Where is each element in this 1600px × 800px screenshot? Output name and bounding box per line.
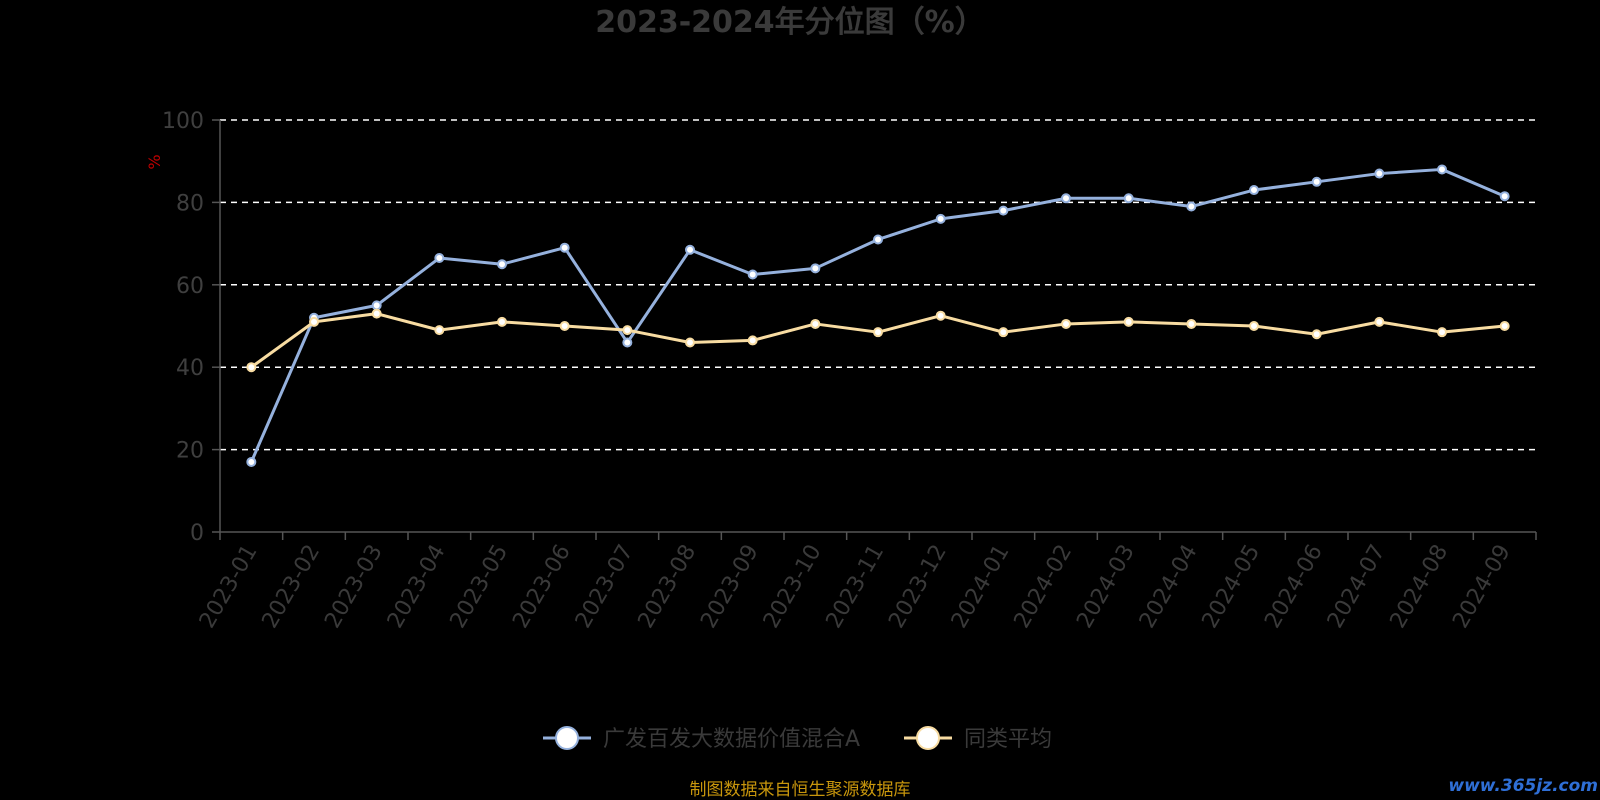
data-point[interactable] bbox=[935, 213, 946, 224]
y-tick-label: 60 bbox=[176, 274, 204, 299]
legend-marker bbox=[916, 726, 940, 750]
axes: 0 20 40 60 80 100 2023-012023-022023-032023-04… bbox=[162, 109, 1537, 633]
data-point[interactable] bbox=[371, 300, 382, 311]
x-tick-label: 2023-10 bbox=[759, 541, 827, 633]
data-point[interactable] bbox=[559, 242, 570, 253]
legend-item[interactable]: 同类平均 bbox=[904, 726, 1052, 752]
y-tick-label: 0 bbox=[190, 521, 204, 546]
x-tick-label: 2024-01 bbox=[947, 541, 1015, 633]
data-point[interactable] bbox=[622, 325, 633, 336]
data-point[interactable] bbox=[497, 259, 507, 270]
y-tick-label: 80 bbox=[176, 191, 204, 216]
x-tick-label: 2024-07 bbox=[1323, 541, 1391, 633]
series-layer bbox=[246, 164, 1510, 467]
x-tick-label: 2023-05 bbox=[446, 541, 514, 633]
data-point[interactable] bbox=[246, 456, 257, 467]
x-tick-label: 2024-03 bbox=[1072, 541, 1140, 633]
grid-lines bbox=[220, 119, 1536, 451]
data-point[interactable] bbox=[1437, 327, 1447, 338]
data-point[interactable] bbox=[1061, 318, 1071, 329]
y-tick-label: 20 bbox=[176, 439, 204, 464]
data-point[interactable] bbox=[1186, 318, 1197, 329]
data-point[interactable] bbox=[873, 234, 883, 245]
x-tick-label: 2023-12 bbox=[884, 541, 952, 633]
data-point[interactable] bbox=[1186, 201, 1197, 212]
x-tick-label: 2023-01 bbox=[195, 541, 263, 633]
chart-title: 2023-2024年分位图（%） bbox=[595, 5, 985, 40]
data-point[interactable] bbox=[559, 321, 570, 331]
data-point[interactable] bbox=[685, 337, 695, 348]
data-point[interactable] bbox=[810, 263, 821, 274]
data-point[interactable] bbox=[1499, 321, 1510, 331]
legend[interactable]: 广发百发大数据价值混合A 同类平均 bbox=[543, 726, 1052, 752]
series-line bbox=[250, 312, 1505, 369]
y-tick-label: 100 bbox=[162, 109, 204, 134]
data-point[interactable] bbox=[1249, 321, 1259, 331]
x-tick-label: 2023-11 bbox=[822, 541, 890, 633]
x-tick-label: 2023-03 bbox=[320, 541, 388, 633]
data-point[interactable] bbox=[497, 316, 507, 327]
x-tick-label: 2024-09 bbox=[1448, 541, 1516, 633]
x-tick-label: 2024-04 bbox=[1135, 541, 1203, 633]
x-tick-label: 2023-07 bbox=[571, 541, 639, 633]
data-point[interactable] bbox=[246, 362, 257, 373]
data-point[interactable] bbox=[685, 244, 695, 255]
legend-item[interactable]: 广发百发大数据价值混合A bbox=[543, 726, 860, 752]
data-point[interactable] bbox=[1123, 316, 1134, 327]
x-tick-label: 2023-08 bbox=[634, 541, 702, 633]
x-tick-label: 2023-02 bbox=[258, 541, 326, 633]
x-tick-label: 2024-06 bbox=[1260, 541, 1328, 633]
x-tick-label: 2023-09 bbox=[696, 541, 764, 633]
data-point[interactable] bbox=[1311, 176, 1322, 187]
y-tick-label: 40 bbox=[176, 356, 204, 381]
data-point[interactable] bbox=[434, 325, 445, 336]
data-point[interactable] bbox=[1374, 168, 1385, 179]
data-point[interactable] bbox=[873, 327, 883, 338]
source-note: 制图数据来自恒生聚源数据库 bbox=[690, 780, 911, 800]
legend-label: 广发百发大数据价值混合A bbox=[603, 727, 860, 752]
series-line bbox=[249, 167, 1506, 463]
data-point[interactable] bbox=[1499, 191, 1510, 202]
data-point[interactable] bbox=[1061, 193, 1071, 204]
watermark: www.365jz.com bbox=[1448, 776, 1598, 796]
data-point[interactable] bbox=[1374, 316, 1385, 327]
legend-label: 同类平均 bbox=[964, 727, 1052, 752]
data-point[interactable] bbox=[1249, 185, 1259, 196]
data-point[interactable] bbox=[434, 253, 445, 264]
data-point[interactable] bbox=[810, 318, 821, 329]
data-point[interactable] bbox=[1437, 164, 1447, 175]
series-1 bbox=[246, 164, 1510, 467]
y-axis-label: % bbox=[145, 154, 164, 169]
x-tick-label: 2024-02 bbox=[1010, 541, 1078, 633]
data-point[interactable] bbox=[747, 269, 758, 280]
data-point[interactable] bbox=[371, 308, 382, 319]
data-point[interactable] bbox=[935, 310, 946, 321]
data-point[interactable] bbox=[309, 316, 319, 327]
series-2 bbox=[246, 308, 1510, 373]
legend-marker bbox=[555, 726, 579, 750]
data-point[interactable] bbox=[1123, 193, 1134, 204]
x-tick-label: 2024-05 bbox=[1198, 541, 1266, 633]
data-point[interactable] bbox=[622, 337, 633, 348]
data-point[interactable] bbox=[998, 327, 1009, 338]
data-point[interactable] bbox=[747, 335, 758, 346]
data-point[interactable] bbox=[1311, 329, 1322, 340]
x-tick-label: 2023-04 bbox=[383, 541, 451, 633]
x-tick-label: 2023-06 bbox=[508, 541, 576, 633]
data-point[interactable] bbox=[998, 205, 1009, 216]
x-tick-label: 2024-08 bbox=[1386, 541, 1454, 633]
